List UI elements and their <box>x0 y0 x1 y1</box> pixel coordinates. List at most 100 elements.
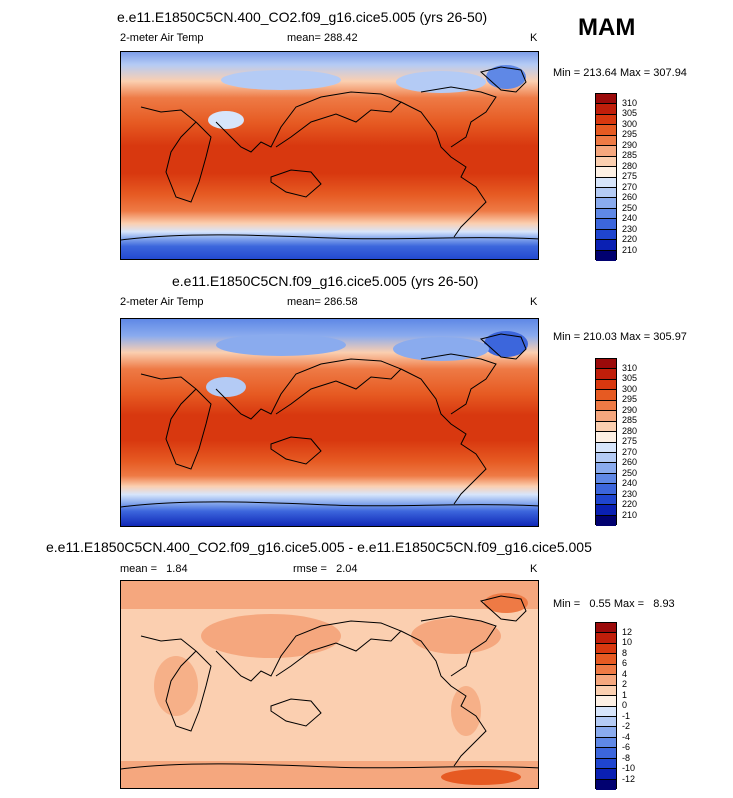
panel-1-tibet-cold-patch <box>208 111 244 129</box>
colorbar-tick-label: 230 <box>622 489 638 499</box>
panel-1-colorbar-box <box>596 135 616 147</box>
colorbar-tick-label: 210 <box>622 245 638 255</box>
colorbar-tick-label: 240 <box>622 478 638 488</box>
colorbar-tick-label: 270 <box>622 182 638 192</box>
colorbar-tick-label: 8 <box>622 648 628 658</box>
colorbar-tick-label: 290 <box>622 405 638 415</box>
colorbar-tick-label: -10 <box>622 763 636 773</box>
panel-1-colorbar-box <box>596 240 616 251</box>
colorbar-tick-label: 6 <box>622 658 628 668</box>
panel-2-canada-cold-patch <box>393 337 489 361</box>
panel-3-colorbar-box <box>596 696 616 707</box>
colorbar-tick-label: 270 <box>622 447 638 457</box>
colorbar-tick-label: 230 <box>622 224 638 234</box>
panel-1-colorbar-box <box>596 208 616 220</box>
panel-1-minmax-label: Min = 213.64 Max = 307.94 <box>553 67 687 79</box>
colorbar-tick-label: 275 <box>622 171 638 181</box>
panel-2-colorbar-box <box>596 379 616 391</box>
season-label: MAM <box>578 14 636 41</box>
panel-1-colorbar-box <box>596 104 616 115</box>
panel-2-title: e.e11.E1850C5CN.f09_g16.cice5.005 (yrs 2… <box>172 273 479 289</box>
panel-3-colorbar-box <box>596 758 616 770</box>
panel-1-colorbar <box>595 93 617 261</box>
colorbar-tick-label: 10 <box>622 637 633 647</box>
panel-2-map <box>120 318 539 527</box>
panel-1-colorbar-box <box>596 146 616 157</box>
colorbar-tick-label: 310 <box>622 98 638 108</box>
panel-2-colorbar <box>595 358 617 526</box>
panel-2-colorbar-box <box>596 515 616 526</box>
panel-3-colorbar-box <box>596 654 616 665</box>
colorbar-tick-label: -4 <box>622 732 631 742</box>
panel-2-colorbar-box <box>596 369 616 380</box>
panel-2-colorbar-box <box>596 411 616 422</box>
panel-3-colorbar-box <box>596 685 616 697</box>
panel-2-variable-label: 2-meter Air Temp <box>120 296 204 308</box>
colorbar-tick-label: 285 <box>622 150 638 160</box>
panel-1-colorbar-box <box>596 114 616 126</box>
colorbar-tick-label: 310 <box>622 363 638 373</box>
panel-1-colorbar-box <box>596 167 616 178</box>
panel-3-continent-warming-africa <box>154 656 198 716</box>
colorbar-tick-label: 280 <box>622 161 638 171</box>
panel-2-minmax-label: Min = 210.03 Max = 305.97 <box>553 331 687 343</box>
panel-3-colorbar-box <box>596 748 616 759</box>
colorbar-tick-label: 250 <box>622 468 638 478</box>
panel-1-colorbar-box <box>596 156 616 168</box>
colorbar-tick-label: 295 <box>622 129 638 139</box>
panel-3-title: e.e11.E1850C5CN.400_CO2.f09_g16.cice5.00… <box>46 539 592 555</box>
panel-2-colorbar-box <box>596 505 616 516</box>
panel-3-colorbar-box <box>596 769 616 780</box>
panel-3-colorbar-box <box>596 664 616 676</box>
panel-1-colorbar-box <box>596 198 616 209</box>
colorbar-tick-label: 1 <box>622 690 628 700</box>
panel-3-colorbar-box <box>596 675 616 686</box>
panel-1-colorbar-box <box>596 219 616 230</box>
colorbar-tick-label: 0 <box>622 700 628 710</box>
colorbar-tick-label: 305 <box>622 108 638 118</box>
colorbar-tick-label: 12 <box>622 627 633 637</box>
colorbar-tick-label: -1 <box>622 711 631 721</box>
panel-1-siberia-cold-patch <box>221 70 341 90</box>
panel-2-colorbar-box <box>596 473 616 485</box>
panel-1-coastlines <box>121 66 538 241</box>
colorbar-tick-label: 210 <box>622 510 638 520</box>
panel-2-colorbar-box <box>596 484 616 495</box>
colorbar-tick-label: 280 <box>622 426 638 436</box>
colorbar-tick-label: 220 <box>622 234 638 244</box>
panel-3-arctic-warming-band <box>121 581 538 609</box>
panel-2-colorbar-box <box>596 421 616 433</box>
panel-1-colorbar-box <box>596 125 616 136</box>
panel-1-canada-cold-patch <box>396 71 486 93</box>
panel-3-colorbar-box <box>596 727 616 738</box>
panel-3-colorbar-box <box>596 779 616 790</box>
colorbar-tick-label: 2 <box>622 679 628 689</box>
panel-2-colorbar-box <box>596 463 616 474</box>
colorbar-tick-label: 220 <box>622 499 638 509</box>
colorbar-tick-label: 260 <box>622 457 638 467</box>
colorbar-tick-label: 285 <box>622 415 638 425</box>
panel-1-colorbar-box <box>596 229 616 241</box>
panel-3-mean-label: mean = 1.84 <box>120 563 188 575</box>
panel-2-units-label: K <box>530 296 538 308</box>
colorbar-tick-label: 305 <box>622 373 638 383</box>
panel-3-southamerica-warming <box>451 686 481 736</box>
colorbar-tick-label: 240 <box>622 213 638 223</box>
colorbar-tick-label: -2 <box>622 721 631 731</box>
panel-3-colorbar-box <box>596 737 616 749</box>
panel-1-colorbar-box <box>596 250 616 261</box>
panel-3-colorbar-box <box>596 633 616 644</box>
panel-2-colorbar-box <box>596 452 616 464</box>
colorbar-tick-label: -8 <box>622 753 631 763</box>
panel-1-variable-label: 2-meter Air Temp <box>120 32 204 44</box>
panel-1-colorbar-box <box>596 177 616 188</box>
panel-3-map <box>120 580 539 789</box>
colorbar-tick-label: 4 <box>622 669 628 679</box>
panel-3-units-label: K <box>530 563 538 575</box>
panel-3-continent-warming-asia <box>201 614 341 658</box>
colorbar-tick-label: 260 <box>622 192 638 202</box>
colorbar-tick-label: 290 <box>622 140 638 150</box>
panel-3-colorbar-box <box>596 623 616 634</box>
panel-1-title: e.e11.E1850C5CN.400_CO2.f09_g16.cice5.00… <box>117 9 488 25</box>
panel-2-mean-label: mean= 286.58 <box>287 296 358 308</box>
